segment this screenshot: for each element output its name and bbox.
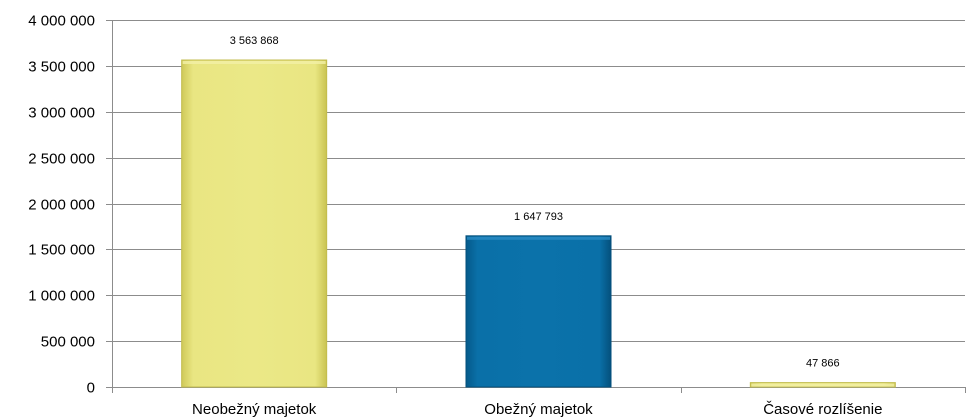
category-label: Neobežný majetok: [192, 401, 317, 418]
y-tick-label: 0: [87, 380, 95, 397]
category-label: Obežný majetok: [484, 401, 593, 418]
bars: [181, 59, 896, 388]
data-label: 1 647 793: [514, 211, 563, 223]
data-label: 3 563 868: [230, 35, 279, 47]
y-tick-label: 500 000: [41, 334, 95, 351]
y-axis-ticks: 0 500 000 1 000 000 1 500 000 2 000 000 2 500…: [28, 13, 95, 397]
category-labels: Neobežný majetok Obežný majetok Časové roz…: [192, 401, 882, 418]
data-label: 47 866: [806, 358, 840, 370]
bar-highlight: [182, 61, 326, 65]
y-tick-label: 2 000 000: [28, 197, 95, 214]
category-label: Časové rozlíšenie: [763, 401, 882, 418]
y-tick-label: 2 500 000: [28, 151, 95, 168]
y-tick-label: 1 500 000: [28, 242, 95, 259]
bar-2: [465, 235, 612, 388]
y-tick-label: 3 000 000: [28, 105, 95, 122]
bar-highlight: [751, 383, 895, 387]
y-tick-label: 4 000 000: [28, 13, 95, 30]
y-tick-label: 1 000 000: [28, 288, 95, 305]
bar-1: [181, 59, 328, 388]
data-labels: 3 563 868 1 647 793 47 866: [230, 35, 840, 370]
y-tick-label: 3 500 000: [28, 59, 95, 76]
bar-highlight: [466, 236, 611, 240]
